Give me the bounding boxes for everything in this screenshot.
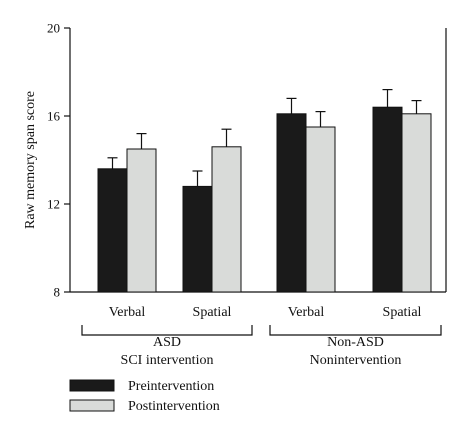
category-label: Verbal bbox=[288, 305, 325, 320]
y-axis-label: Raw memory span score bbox=[23, 91, 38, 229]
labels: Raw memory span score Verbal Spatial Verbal… bbox=[23, 91, 442, 368]
y-tick-label: 12 bbox=[47, 197, 60, 212]
bar-postintervention-1 bbox=[126, 148, 157, 293]
group-label: ASD bbox=[153, 335, 181, 350]
legend-swatch bbox=[69, 379, 115, 392]
legend-label: Preintervention bbox=[128, 379, 214, 394]
bars bbox=[97, 106, 432, 293]
legend-label: Postintervention bbox=[128, 399, 220, 414]
legend-swatch bbox=[69, 399, 115, 412]
bar-preintervention-2 bbox=[182, 185, 213, 293]
bar-preintervention-4 bbox=[372, 106, 403, 293]
error-bars bbox=[107, 88, 422, 187]
bar-preintervention-3 bbox=[276, 113, 307, 293]
legend: Preintervention Postintervention bbox=[69, 379, 220, 414]
bar-postintervention-2 bbox=[211, 146, 242, 293]
group-bracket bbox=[81, 325, 253, 336]
bar-preintervention-1 bbox=[97, 168, 128, 293]
category-label: Spatial bbox=[193, 305, 232, 320]
bar-postintervention-4 bbox=[401, 113, 432, 293]
category-label: Verbal bbox=[109, 305, 146, 320]
group-label: Non-ASD bbox=[327, 335, 384, 350]
y-tick-label: 20 bbox=[47, 21, 60, 36]
group-sublabel: Nonintervention bbox=[310, 353, 402, 368]
y-tick-label: 8 bbox=[54, 285, 61, 300]
group-sublabel: SCI intervention bbox=[121, 353, 214, 368]
y-tick-label: 16 bbox=[47, 109, 61, 124]
group-bracket bbox=[269, 325, 442, 336]
category-label: Spatial bbox=[383, 305, 422, 320]
bar-postintervention-3 bbox=[305, 126, 336, 293]
